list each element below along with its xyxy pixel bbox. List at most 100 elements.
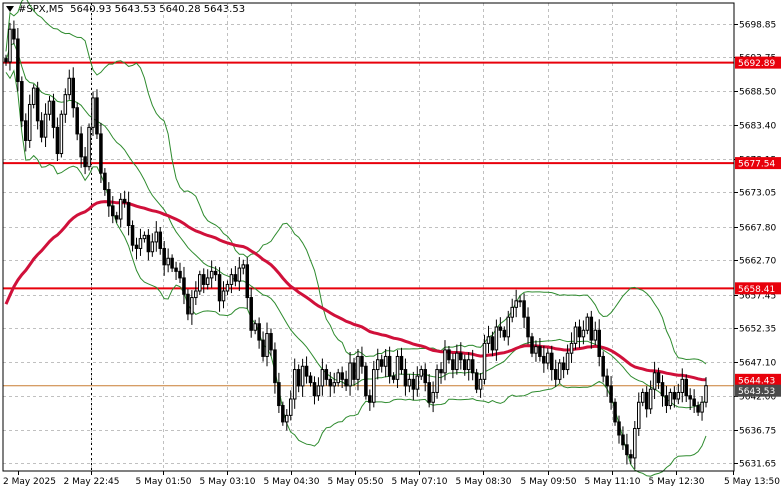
candle-body xyxy=(534,346,538,354)
candle-body xyxy=(281,405,285,423)
candle xyxy=(198,270,202,295)
candle-body xyxy=(91,97,95,128)
candle-body xyxy=(375,359,380,371)
candle xyxy=(103,168,107,196)
candle xyxy=(486,325,491,354)
candle xyxy=(225,280,230,295)
x-tick-label: 5 May 13:50 xyxy=(724,477,780,487)
y-tick-label: 5683.40 xyxy=(739,122,776,132)
candle xyxy=(31,84,36,109)
candle xyxy=(39,112,44,143)
candle-body xyxy=(198,274,202,292)
candle-body xyxy=(182,277,186,295)
candle-body xyxy=(107,189,111,207)
candle xyxy=(308,372,313,387)
candle xyxy=(281,401,285,426)
candle-body xyxy=(95,97,99,135)
candle-body xyxy=(27,103,32,141)
candle-body xyxy=(383,355,388,367)
chart-grid xyxy=(3,3,734,471)
candle-body xyxy=(178,270,182,279)
candle-body xyxy=(225,283,230,292)
candle xyxy=(170,254,174,273)
candle-body xyxy=(486,336,491,344)
candle xyxy=(518,295,522,308)
candle xyxy=(253,319,257,335)
y-tick-label: 5647.10 xyxy=(739,359,776,369)
candle xyxy=(340,366,344,389)
candle-body xyxy=(4,58,8,63)
menu-triangle-icon[interactable] xyxy=(6,6,14,12)
candle xyxy=(213,266,218,281)
candle-body xyxy=(245,264,250,299)
candle xyxy=(205,269,210,290)
candle-body xyxy=(522,300,526,318)
candle-body xyxy=(546,352,550,364)
candle xyxy=(561,356,566,379)
y-tick-label: 5662.70 xyxy=(739,257,776,267)
candle-body xyxy=(372,369,376,403)
candle-body xyxy=(59,113,64,155)
candle-body xyxy=(637,401,641,429)
candle xyxy=(609,376,613,410)
candle-body xyxy=(114,215,119,220)
candle xyxy=(625,433,629,465)
candle-body xyxy=(332,382,337,387)
candle-body xyxy=(253,323,257,331)
candle-body xyxy=(364,365,368,397)
candle-body xyxy=(518,300,522,303)
candle-body xyxy=(308,375,313,384)
candle-body xyxy=(122,198,127,204)
candle xyxy=(20,76,24,128)
candle xyxy=(565,344,570,375)
x-tick-label: 2 May 22:45 xyxy=(64,477,120,487)
candle-body xyxy=(55,126,60,155)
plot-frame xyxy=(2,2,735,472)
candle-body xyxy=(99,133,103,174)
candle xyxy=(423,363,427,392)
candle-body xyxy=(221,290,226,302)
candle xyxy=(83,147,87,175)
price-level-tag-label: 5692.89 xyxy=(738,59,775,69)
candle-body xyxy=(47,100,52,115)
x-tick-label: 5 May 05:50 xyxy=(328,477,384,487)
x-tick-label: 5 May 07:10 xyxy=(392,477,448,487)
candle-body xyxy=(126,202,131,227)
candle-body xyxy=(166,257,170,266)
candle-body xyxy=(24,120,28,141)
candle-body xyxy=(277,382,281,407)
price-level-tag xyxy=(735,157,781,170)
candle-body xyxy=(581,329,586,338)
candle xyxy=(118,193,123,228)
candle-body xyxy=(379,359,384,367)
candle xyxy=(126,191,131,236)
candle-body xyxy=(292,369,297,400)
candle xyxy=(91,91,95,137)
candle-body xyxy=(553,369,558,380)
price-level-tag-label: 5658.41 xyxy=(738,285,775,295)
candle xyxy=(660,375,665,407)
candle-body xyxy=(146,234,151,253)
candle xyxy=(470,349,475,381)
candle xyxy=(316,377,321,401)
candle xyxy=(332,372,337,394)
candle xyxy=(336,368,340,387)
candle xyxy=(221,281,226,309)
candle-body xyxy=(75,107,79,135)
bid-tag xyxy=(735,373,781,386)
candle-body xyxy=(249,297,253,331)
candle-body xyxy=(296,369,301,387)
candle-body xyxy=(142,234,147,240)
candle-body xyxy=(419,369,424,377)
candle xyxy=(95,89,99,140)
candle-body xyxy=(593,329,598,341)
candle xyxy=(557,359,562,384)
candle xyxy=(249,287,253,338)
candle-body xyxy=(482,342,487,380)
candle-body xyxy=(700,401,704,413)
candle xyxy=(534,340,538,362)
candle-body xyxy=(613,401,617,423)
candle xyxy=(111,196,115,224)
candle xyxy=(577,319,582,348)
